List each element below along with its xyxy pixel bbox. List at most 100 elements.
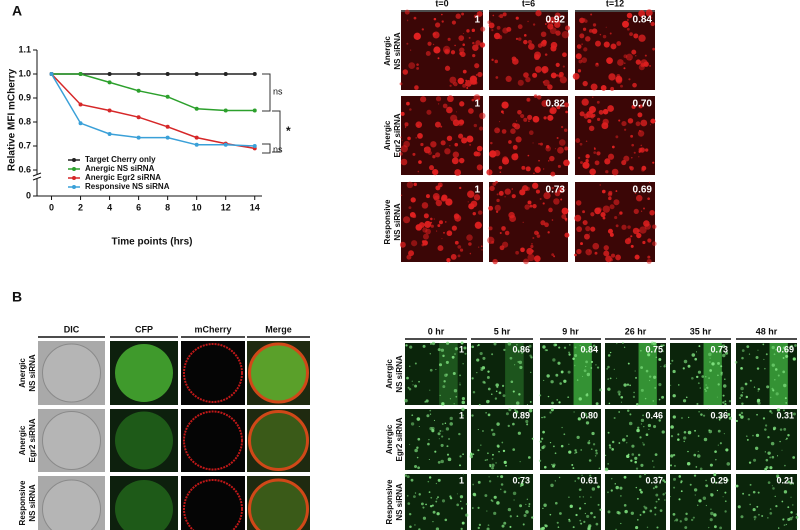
cell-spot	[657, 498, 660, 501]
cell-spot	[544, 23, 547, 25]
cell-spot	[600, 212, 606, 218]
cell-spot	[779, 440, 781, 443]
cell-spot	[495, 210, 499, 213]
cell-spot	[583, 369, 587, 373]
cell-spot	[457, 254, 461, 258]
cell-spot	[626, 12, 633, 19]
cell-spot	[430, 141, 437, 148]
cell-spot	[584, 502, 586, 505]
cell-spot	[575, 513, 578, 517]
cell-spot	[482, 430, 484, 432]
cell-spot	[515, 120, 518, 122]
cell-spot	[512, 448, 516, 451]
cell-spot	[609, 232, 614, 237]
cell-spot	[459, 455, 462, 458]
cell-spot	[647, 255, 651, 259]
cell-spot	[637, 453, 641, 457]
cell-spot	[452, 119, 460, 127]
cell-spot	[532, 142, 534, 144]
cell-spot	[437, 478, 441, 482]
cell-spot	[658, 419, 661, 422]
cell-spot	[514, 410, 519, 414]
cell-spot	[568, 496, 570, 498]
cell-spot	[593, 151, 597, 155]
row-label: NS siRNA	[28, 354, 37, 392]
x-tick-label: 12	[221, 202, 231, 212]
cell-spot	[753, 386, 756, 388]
cell-spot	[687, 450, 689, 453]
cell-spot	[557, 526, 560, 528]
cell-spot	[425, 503, 427, 506]
x-tick-label: 2	[78, 202, 83, 212]
cell-spot	[654, 453, 658, 457]
data-point	[194, 72, 199, 76]
cell-spot	[409, 443, 411, 446]
cell-spot	[561, 214, 567, 219]
cell-spot	[705, 384, 707, 386]
cell-spot	[427, 442, 430, 446]
cell-spot	[445, 360, 449, 364]
cell-spot	[551, 401, 554, 405]
cell-spot	[554, 21, 561, 28]
cell-spot	[709, 463, 713, 467]
cell-spot	[639, 488, 642, 492]
cell-spot	[584, 19, 588, 23]
image-value: 0.61	[580, 475, 598, 485]
cell-spot	[632, 227, 640, 235]
cell-spot	[500, 475, 504, 479]
cell-spot	[446, 453, 450, 456]
cell-spot	[574, 346, 577, 349]
panel-label: B	[12, 289, 22, 305]
cell-spot	[441, 402, 445, 406]
cell-spot	[445, 198, 453, 206]
cell-merge	[248, 342, 309, 404]
micrograph	[181, 409, 245, 472]
cell-spot	[414, 524, 416, 526]
data-point	[78, 102, 83, 107]
cell-spot	[609, 258, 614, 262]
cell-spot	[440, 459, 444, 464]
cell-spot	[493, 511, 497, 515]
cell-spot	[427, 480, 430, 483]
cell-spot	[775, 349, 777, 351]
y-tick-label: 1.1	[18, 44, 31, 54]
cell-spot	[568, 344, 571, 346]
cell-spot	[526, 247, 534, 255]
cell-spot	[515, 136, 522, 143]
cell-spot	[724, 400, 727, 403]
cell-spot	[588, 105, 597, 114]
cell-spot	[533, 94, 538, 98]
cell-spot	[447, 37, 451, 41]
cell-spot	[590, 115, 594, 119]
cell-spot	[432, 43, 435, 46]
cell-merge	[248, 478, 309, 530]
cell-spot	[749, 483, 752, 486]
cell-spot	[479, 351, 483, 356]
cell-spot	[509, 356, 513, 360]
cell-spot	[752, 490, 756, 494]
column-header: Merge	[265, 324, 292, 334]
cell-spot	[640, 119, 648, 127]
cell-spot	[680, 490, 683, 493]
cell-spot	[421, 240, 425, 244]
row-label: NS siRNA	[393, 32, 402, 70]
cell-spot	[637, 130, 645, 137]
x-tick-label: 0	[49, 202, 54, 212]
cell-spot	[642, 414, 645, 417]
cell-spot	[527, 456, 531, 459]
cell-spot	[588, 233, 590, 235]
cell-spot	[677, 438, 680, 441]
cell-spot	[596, 366, 600, 369]
cell-spot	[563, 379, 567, 383]
cell-spot	[496, 422, 500, 426]
cell-spot	[562, 65, 565, 68]
cell-spot	[417, 170, 420, 173]
cell-spot	[568, 443, 570, 445]
cell-spot	[792, 456, 796, 459]
cell-spot	[533, 172, 535, 175]
bracket	[262, 73, 271, 112]
cell-spot	[623, 67, 626, 70]
cell-spot	[663, 365, 666, 368]
cell-spot	[725, 478, 729, 482]
